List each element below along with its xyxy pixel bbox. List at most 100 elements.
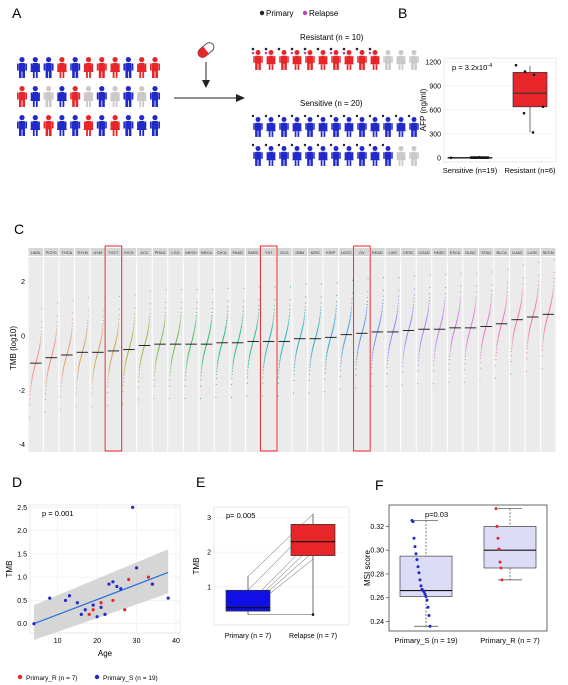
c-point <box>527 336 529 339</box>
c-point <box>351 298 353 300</box>
c-point <box>514 327 516 329</box>
c-point <box>91 383 93 385</box>
c-point <box>208 332 210 334</box>
c-point <box>184 375 187 377</box>
c-point <box>317 325 320 327</box>
c-point <box>395 320 397 322</box>
c-point <box>420 338 422 340</box>
f-x-tick-label: Primary_R (n = 7) <box>480 636 540 645</box>
c-point <box>32 372 34 374</box>
c-strip-bg <box>292 257 308 452</box>
c-point <box>529 326 531 328</box>
c-point <box>63 366 65 368</box>
c-point <box>31 377 33 379</box>
c-point <box>318 324 320 326</box>
c-point <box>133 324 135 327</box>
c-point <box>170 361 173 363</box>
c-point <box>295 351 298 353</box>
c-cancer-label: KIRP <box>326 250 335 255</box>
b-y-tick-label: 900 <box>429 84 441 91</box>
c-point <box>312 347 314 349</box>
c-point <box>302 325 304 327</box>
c-point <box>147 331 149 334</box>
c-point <box>336 301 338 303</box>
c-point <box>156 353 158 355</box>
c-point <box>235 349 237 351</box>
c-strip-header <box>44 248 59 256</box>
c-point <box>404 345 406 347</box>
c-point <box>488 314 490 316</box>
c-point <box>379 320 381 322</box>
c-point <box>233 356 235 358</box>
c-point <box>410 317 413 320</box>
c-point <box>196 289 198 291</box>
c-point <box>450 344 452 347</box>
c-point <box>162 330 164 332</box>
c-point <box>487 317 489 319</box>
c-point <box>70 335 72 337</box>
c-point <box>102 327 104 329</box>
d-point <box>87 612 91 616</box>
b-y-tick-label: 1200 <box>425 60 441 67</box>
c-point <box>53 345 55 347</box>
primary-marker <box>381 143 385 147</box>
c-point <box>30 384 32 386</box>
c-point <box>358 345 360 347</box>
c-point <box>203 355 205 357</box>
c-point <box>458 309 460 311</box>
c-strip-header <box>75 248 90 256</box>
c-point <box>397 307 399 309</box>
c-point <box>55 333 57 335</box>
c-point <box>139 363 141 366</box>
c-point <box>86 332 88 334</box>
c-point <box>109 364 111 366</box>
c-point <box>382 299 384 301</box>
c-point <box>163 327 165 329</box>
sensitive-group-label: Sensitive (n = 20) <box>300 99 363 108</box>
c-point <box>46 374 48 376</box>
c-point <box>374 341 376 343</box>
c-point <box>92 372 94 374</box>
c-point <box>340 358 342 360</box>
primary-marker <box>355 143 359 147</box>
c-point <box>170 362 172 364</box>
b-point <box>514 63 518 67</box>
c-point <box>122 380 124 382</box>
c-point <box>78 363 80 365</box>
c-point <box>402 365 404 367</box>
c-point <box>240 329 242 331</box>
c-point <box>397 299 400 301</box>
c-point <box>294 360 296 362</box>
c-point <box>434 347 436 349</box>
c-point <box>250 349 252 351</box>
sensitive-person-0-8 <box>357 117 367 137</box>
c-point <box>301 328 303 331</box>
c-point <box>535 302 537 304</box>
c-point <box>204 351 206 353</box>
c-point <box>69 340 71 342</box>
c-cancer-label: LIHC <box>389 250 398 255</box>
c-point <box>489 306 491 309</box>
c-point <box>286 327 289 329</box>
c-point <box>180 314 182 317</box>
c-point <box>402 361 404 363</box>
c-point <box>366 306 368 308</box>
d-legend-s-dot <box>94 674 100 680</box>
c-strip-header <box>416 248 432 256</box>
primary-marker <box>316 47 320 51</box>
c-point <box>403 354 405 356</box>
c-point <box>325 358 327 361</box>
c-point <box>511 343 513 345</box>
c-point <box>110 360 112 362</box>
c-point <box>131 335 133 338</box>
c-point <box>211 317 213 319</box>
d-p-value: p = 0.001 <box>42 509 74 518</box>
c-point <box>325 362 327 365</box>
c-point <box>464 363 466 365</box>
primary-marker <box>264 143 268 147</box>
c-point <box>475 291 477 293</box>
c-point <box>458 306 461 308</box>
c-point <box>157 351 159 353</box>
c-point <box>203 352 205 354</box>
